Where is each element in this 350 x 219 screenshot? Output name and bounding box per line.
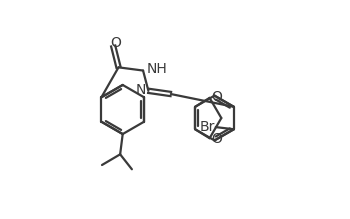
- Text: O: O: [211, 90, 222, 104]
- Text: Br: Br: [199, 120, 215, 134]
- Text: O: O: [110, 36, 121, 50]
- Text: NH: NH: [147, 62, 168, 76]
- Text: N: N: [135, 83, 146, 97]
- Text: O: O: [211, 132, 222, 146]
